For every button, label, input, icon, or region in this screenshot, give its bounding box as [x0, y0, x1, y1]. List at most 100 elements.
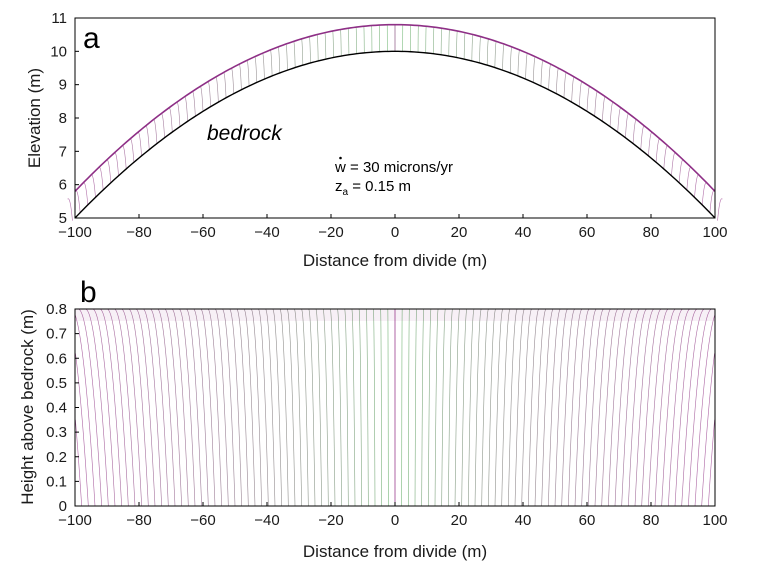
y-tick-label: 0.7	[46, 326, 67, 343]
x-tick-label: 20	[451, 512, 468, 529]
trajectory-line	[632, 119, 637, 144]
panel-a-y-ticks: 5 6 7 8 9 10 11	[50, 10, 79, 227]
erosion-rate-symbol: w	[334, 159, 346, 176]
trajectory-line	[128, 308, 149, 507]
trajectory-line	[254, 56, 258, 83]
trajectory-line	[421, 308, 425, 507]
trajectory-line	[74, 314, 96, 507]
panel-a-letter: a	[83, 22, 100, 55]
trajectory-line	[441, 308, 446, 507]
trajectory-line	[648, 131, 653, 156]
trajectory-line	[479, 36, 481, 63]
soil-surface-line	[74, 23, 716, 192]
bedrock-line	[74, 50, 716, 219]
trajectory-line	[634, 308, 655, 507]
trajectory-line	[99, 308, 122, 507]
za-annotation: za = 0.15 m	[335, 178, 411, 198]
trajectory-line	[448, 29, 450, 57]
x-tick-label: −40	[254, 224, 279, 241]
panel-b-letter: b	[80, 276, 97, 309]
trajectory-line	[121, 145, 127, 169]
panel-a-x-ticks: −100 −80 −60 −40 −20 0 20 40 60 80 100	[58, 214, 728, 241]
panel-a-y-axis-label: Elevation (m)	[25, 68, 44, 168]
trajectory-line	[301, 308, 309, 507]
trajectory-line	[502, 43, 505, 71]
y-tick-label: 0.8	[46, 301, 67, 318]
x-tick-label: 0	[391, 512, 399, 529]
trajectory-line	[709, 190, 715, 213]
trajectory-line	[106, 159, 112, 183]
trajectory-line	[448, 308, 453, 507]
trajectory-line	[574, 308, 590, 507]
trajectory-line	[701, 182, 708, 205]
trajectory-line	[481, 308, 489, 507]
trajectory-line	[308, 308, 316, 507]
x-tick-label: −40	[254, 512, 279, 529]
x-tick-label: 0	[391, 224, 399, 241]
trajectory-line	[207, 308, 222, 507]
trajectory-line	[78, 308, 102, 507]
trajectory-line	[294, 308, 302, 507]
y-tick-label: 0.4	[46, 400, 67, 417]
trajectory-line	[121, 308, 142, 507]
trajectory-line	[681, 308, 705, 507]
x-tick-label: −100	[58, 224, 92, 241]
trajectory-line	[340, 29, 342, 57]
trajectory-line	[486, 38, 489, 66]
panel-a: a −100 −80 −60 −40 −20 0 20 40 60 80 100 5 6 7 8 9 10 11…	[25, 10, 728, 270]
x-tick-label: 80	[643, 512, 660, 529]
trajectory-line	[641, 308, 662, 507]
y-tick-label: 0	[59, 498, 67, 515]
trajectory-line	[272, 308, 282, 507]
panel-b-y-axis-label: Height above bedrock (m)	[18, 309, 37, 505]
trajectory-line	[617, 107, 622, 133]
trajectory-line	[92, 308, 116, 507]
trajectory-line	[694, 314, 716, 507]
trajectory-line	[434, 308, 439, 507]
trajectory-line	[661, 308, 684, 507]
x-tick-label: 40	[515, 224, 532, 241]
trajectory-line	[387, 308, 389, 507]
trajectory-line	[329, 308, 336, 507]
trajectory-line	[456, 30, 458, 58]
trajectory-line	[160, 113, 165, 138]
trajectory-line	[293, 41, 296, 68]
trajectory-line	[358, 308, 362, 507]
trajectory-line	[708, 419, 715, 507]
trajectory-line	[678, 159, 684, 183]
trajectory-line	[192, 91, 196, 117]
trajectory-line	[686, 166, 692, 190]
trajectory-line	[351, 308, 356, 507]
trajectory-line	[186, 308, 202, 507]
trajectory-line	[561, 308, 576, 507]
panel-b-x-ticks: −100 −80 −60 −40 −20 0 20 40 60 80 100	[58, 502, 728, 529]
trajectory-line	[694, 174, 700, 198]
trajectory-line	[433, 26, 435, 54]
trajectory-line	[614, 308, 633, 507]
trajectory-line	[145, 125, 150, 150]
y-tick-label: 5	[59, 210, 67, 227]
trajectory-line	[594, 308, 612, 507]
x-tick-label: 100	[702, 512, 727, 529]
trajectory-line	[494, 41, 497, 68]
trajectory-line	[337, 308, 342, 507]
trajectory-line	[316, 34, 319, 61]
trajectory-line	[236, 308, 249, 507]
trajectory-line	[164, 308, 182, 507]
x-tick-label: −60	[190, 512, 215, 529]
trajectory-line	[137, 131, 142, 156]
trajectory-line	[663, 145, 669, 169]
trajectory-line	[229, 308, 242, 507]
x-tick-label: 60	[579, 512, 596, 529]
trajectory-line	[258, 308, 269, 507]
trajectory-line	[463, 32, 466, 60]
trajectory-line	[568, 308, 583, 507]
trajectory-line	[171, 308, 189, 507]
trajectory-line	[688, 308, 712, 507]
trajectory-line	[67, 198, 73, 221]
trajectory-line	[365, 308, 369, 507]
trajectory-line	[579, 81, 583, 107]
trajectory-line	[301, 38, 304, 66]
trajectory-line	[401, 308, 403, 507]
